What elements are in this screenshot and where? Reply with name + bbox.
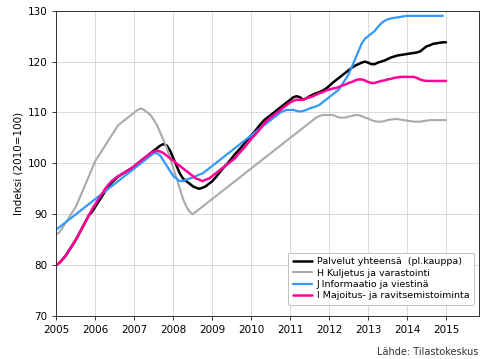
- Palvelut yhteensä  (pl.kauppa): [54, 263, 59, 267]
- I Majoitus- ja ravitsemistoiminta: [420, 78, 426, 83]
- Palvelut yhteensä  (pl.kauppa): [417, 49, 423, 53]
- Line: H Kuljetus ja varastointi: H Kuljetus ja varastointi: [56, 108, 446, 234]
- H Kuljetus ja varastointi: [443, 118, 449, 122]
- H Kuljetus ja varastointi: [138, 106, 144, 111]
- I Majoitus- ja ravitsemistoiminta: [443, 79, 449, 83]
- J Informaatio ja viestinä: [158, 154, 164, 158]
- J Informaatio ja viestinä: [358, 42, 364, 46]
- I Majoitus- ja ravitsemistoiminta: [144, 154, 150, 158]
- Palvelut yhteensä  (pl.kauppa): [297, 95, 303, 99]
- Line: Palvelut yhteensä  (pl.kauppa): Palvelut yhteensä (pl.kauppa): [56, 42, 446, 265]
- Palvelut yhteensä  (pl.kauppa): [92, 204, 98, 209]
- Line: J Informaatio ja viestinä: J Informaatio ja viestinä: [56, 16, 443, 229]
- H Kuljetus ja varastointi: [320, 113, 326, 117]
- J Informaatio ja viestinä: [268, 118, 273, 122]
- H Kuljetus ja varastointi: [92, 159, 98, 163]
- J Informaatio ja viestinä: [404, 14, 410, 18]
- Palvelut yhteensä  (pl.kauppa): [443, 40, 449, 45]
- I Majoitus- ja ravitsemistoiminta: [297, 98, 303, 102]
- Line: I Majoitus- ja ravitsemistoiminta: I Majoitus- ja ravitsemistoiminta: [56, 77, 446, 265]
- Palvelut yhteensä  (pl.kauppa): [440, 40, 446, 45]
- Palvelut yhteensä  (pl.kauppa): [317, 90, 323, 94]
- Legend: Palvelut yhteensä  (pl.kauppa), H Kuljetus ja varastointi, J Informaatio ja vies: Palvelut yhteensä (pl.kauppa), H Kuljetu…: [288, 253, 474, 305]
- H Kuljetus ja varastointi: [54, 232, 59, 237]
- Y-axis label: Indeksi (2010=100): Indeksi (2010=100): [14, 112, 24, 215]
- H Kuljetus ja varastointi: [148, 113, 154, 117]
- J Informaatio ja viestinä: [440, 14, 446, 18]
- I Majoitus- ja ravitsemistoiminta: [92, 202, 98, 206]
- Palvelut yhteensä  (pl.kauppa): [144, 154, 150, 158]
- J Informaatio ja viestinä: [135, 164, 140, 168]
- Text: Lähde: Tilastokeskus: Lähde: Tilastokeskus: [378, 347, 479, 357]
- I Majoitus- ja ravitsemistoiminta: [219, 166, 225, 171]
- I Majoitus- ja ravitsemistoiminta: [317, 91, 323, 95]
- Palvelut yhteensä  (pl.kauppa): [219, 167, 225, 172]
- H Kuljetus ja varastointi: [222, 187, 228, 191]
- J Informaatio ja viestinä: [430, 14, 436, 18]
- I Majoitus- ja ravitsemistoiminta: [54, 263, 59, 267]
- H Kuljetus ja varastointi: [300, 126, 306, 130]
- J Informaatio ja viestinä: [320, 100, 326, 104]
- I Majoitus- ja ravitsemistoiminta: [398, 75, 404, 79]
- J Informaatio ja viestinä: [54, 227, 59, 232]
- H Kuljetus ja varastointi: [420, 119, 426, 123]
